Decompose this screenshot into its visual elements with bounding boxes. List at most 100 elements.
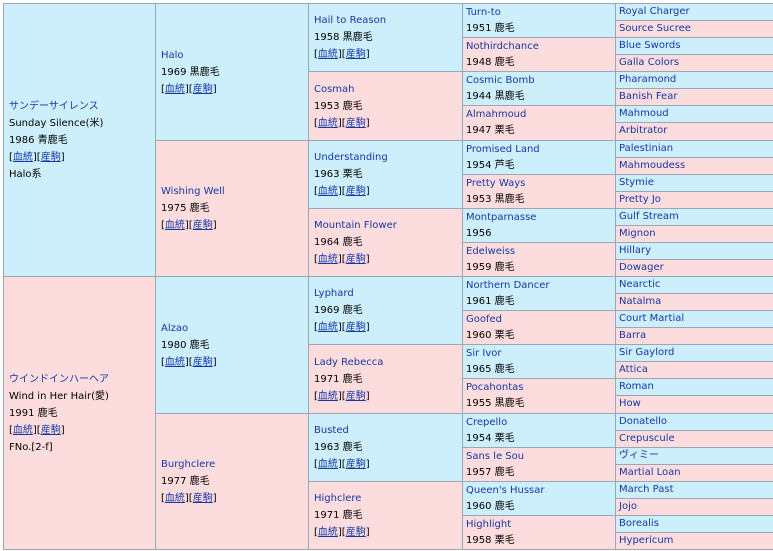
lineage-link[interactable]: 血統: [164, 83, 185, 95]
horse-name-link[interactable]: Mountain Flower: [314, 220, 397, 231]
horse-name-link[interactable]: ウインドインハーヘア: [9, 373, 109, 385]
horse-name-link[interactable]: Montparnasse: [466, 212, 537, 223]
horse-name-link[interactable]: Dowager: [619, 262, 664, 273]
horse-name-link[interactable]: Cosmah: [314, 83, 355, 95]
lineage-link[interactable]: 血統: [317, 186, 338, 197]
horse-name-link[interactable]: Hillary: [619, 245, 652, 256]
lineage-link[interactable]: 血統: [317, 390, 338, 402]
horse-name-link[interactable]: Halo: [161, 49, 184, 61]
horse-name-link[interactable]: Cosmic Bomb: [466, 75, 535, 86]
horse-name-link[interactable]: Pocahontas: [466, 382, 524, 393]
horse-cell-gen5: Gulf Stream: [615, 208, 773, 226]
horse-cell-gen3: Busted 1963 鹿毛 [血統][産駒]: [308, 413, 463, 482]
horse-name-link[interactable]: Natalma: [619, 296, 662, 307]
horse-name-link[interactable]: Gulf Stream: [619, 211, 679, 222]
horse-name-link[interactable]: Galla Colors: [619, 57, 680, 68]
offspring-link[interactable]: 産駒: [345, 117, 366, 129]
horse-name-link[interactable]: Hypericum: [619, 535, 674, 546]
horse-name-link[interactable]: Roman: [619, 381, 654, 392]
horse-name-link[interactable]: Palestinian: [619, 143, 674, 154]
offspring-link[interactable]: 産駒: [345, 527, 366, 538]
horse-name-link[interactable]: Goofed: [466, 314, 503, 325]
horse-name-link[interactable]: Pharamond: [619, 74, 677, 85]
horse-name-link[interactable]: Blue Swords: [619, 40, 681, 51]
horse-cell-gen5: Royal Charger: [615, 3, 773, 21]
horse-name-link[interactable]: Highclere: [314, 493, 362, 504]
offspring-link[interactable]: 産駒: [345, 254, 366, 265]
horse-name-link[interactable]: Sans le Sou: [466, 451, 525, 462]
horse-name-link[interactable]: Nearctic: [619, 279, 661, 290]
horse-name-link[interactable]: Northern Dancer: [466, 280, 550, 291]
lineage-link[interactable]: 血統: [317, 459, 338, 470]
horse-name-link[interactable]: Mahmoudess: [619, 160, 686, 171]
horse-name-link[interactable]: Arbitrator: [619, 125, 668, 136]
horse-name-link[interactable]: Burghclere: [161, 459, 216, 470]
horse-name-link[interactable]: Stymie: [619, 177, 654, 188]
offspring-link[interactable]: 産駒: [345, 459, 366, 470]
horse-name-link[interactable]: Understanding: [314, 152, 388, 163]
horse-name-link[interactable]: Barra: [619, 330, 647, 341]
horse-name-link[interactable]: Martial Loan: [619, 467, 681, 478]
horse-name-link[interactable]: Mignon: [619, 228, 656, 239]
offspring-link[interactable]: 産駒: [192, 356, 213, 368]
horse-name-link[interactable]: Lady Rebecca: [314, 356, 384, 368]
horse-name-link[interactable]: Queen's Hussar: [466, 485, 545, 496]
horse-name-link[interactable]: Crepello: [466, 417, 508, 428]
horse-name-link[interactable]: Lyphard: [314, 288, 354, 299]
offspring-link[interactable]: 産駒: [192, 220, 213, 231]
horse-name-link[interactable]: Attica: [619, 364, 648, 375]
horse-name-link[interactable]: Court Martial: [619, 313, 685, 324]
offspring-link[interactable]: 産駒: [345, 390, 366, 402]
offspring-link[interactable]: 産駒: [345, 322, 366, 333]
horse-name-link[interactable]: March Past: [619, 484, 674, 495]
horse-cell-gen4: Goofed 1960 栗毛: [462, 310, 616, 345]
horse-name-link[interactable]: Pretty Jo: [619, 194, 661, 205]
offspring-link[interactable]: 産駒: [40, 424, 61, 436]
horse-name-link[interactable]: Hail to Reason: [314, 15, 387, 26]
horse-name-link[interactable]: Busted: [314, 425, 349, 436]
horse-name-link[interactable]: Almahmoud: [466, 109, 527, 120]
birth-year-color: 1958 栗毛: [466, 535, 515, 546]
horse-cell-gen1: ウインドインハーヘア Wind in Her Hair(愛) 1991 鹿毛 [血統]…: [3, 276, 156, 550]
horse-name-link[interactable]: ヴィミー: [619, 450, 659, 461]
horse-name-link[interactable]: Pretty Ways: [466, 178, 526, 189]
offspring-link[interactable]: 産駒: [345, 49, 366, 60]
offspring-link[interactable]: 産駒: [40, 151, 61, 163]
horse-name-link[interactable]: How: [619, 398, 641, 409]
horse-name-link[interactable]: Jojo: [619, 501, 637, 512]
horse-name-link[interactable]: Promised Land: [466, 144, 540, 155]
horse-name-link[interactable]: Sir Ivor: [466, 348, 502, 359]
horse-name-link[interactable]: Crepuscule: [619, 433, 675, 444]
horse-links: [血統][産駒]: [314, 254, 370, 265]
horse-name-link[interactable]: Borealis: [619, 518, 659, 529]
lineage-link[interactable]: 血統: [164, 493, 185, 504]
horse-name-link[interactable]: Wishing Well: [161, 186, 225, 197]
horse-name-link[interactable]: Highlight: [466, 519, 512, 530]
horse-name-link[interactable]: サンデーサイレンス: [9, 100, 99, 112]
lineage-link[interactable]: 血統: [317, 117, 338, 129]
horse-name-link[interactable]: Edelweiss: [466, 246, 516, 257]
horse-name-link[interactable]: Donatello: [619, 416, 668, 427]
offspring-link[interactable]: 産駒: [192, 83, 213, 95]
horse-name-link[interactable]: Source Sucree: [619, 23, 691, 34]
lineage-link[interactable]: 血統: [12, 424, 33, 436]
horse-cell-gen5: Galla Colors: [615, 54, 773, 72]
lineage-link[interactable]: 血統: [12, 151, 33, 163]
horse-name-link[interactable]: Royal Charger: [619, 6, 690, 17]
lineage-link[interactable]: 血統: [317, 49, 338, 60]
offspring-link[interactable]: 産駒: [192, 493, 213, 504]
horse-name-link[interactable]: Turn-to: [466, 7, 501, 18]
horse-name-link[interactable]: Nothirdchance: [466, 41, 539, 52]
horse-cell-gen5: Pharamond: [615, 71, 773, 89]
lineage-link[interactable]: 血統: [317, 322, 338, 333]
offspring-link[interactable]: 産駒: [345, 186, 366, 197]
horse-name-link[interactable]: Mahmoud: [619, 108, 669, 119]
horse-name-link[interactable]: Sir Gaylord: [619, 347, 675, 358]
lineage-link[interactable]: 血統: [164, 356, 185, 368]
horse-cell-gen4: Nothirdchance 1948 鹿毛: [462, 37, 616, 72]
lineage-link[interactable]: 血統: [164, 220, 185, 231]
horse-name-link[interactable]: Banish Fear: [619, 91, 678, 102]
horse-name-link[interactable]: Alzao: [161, 322, 189, 334]
lineage-link[interactable]: 血統: [317, 527, 338, 538]
lineage-link[interactable]: 血統: [317, 254, 338, 265]
